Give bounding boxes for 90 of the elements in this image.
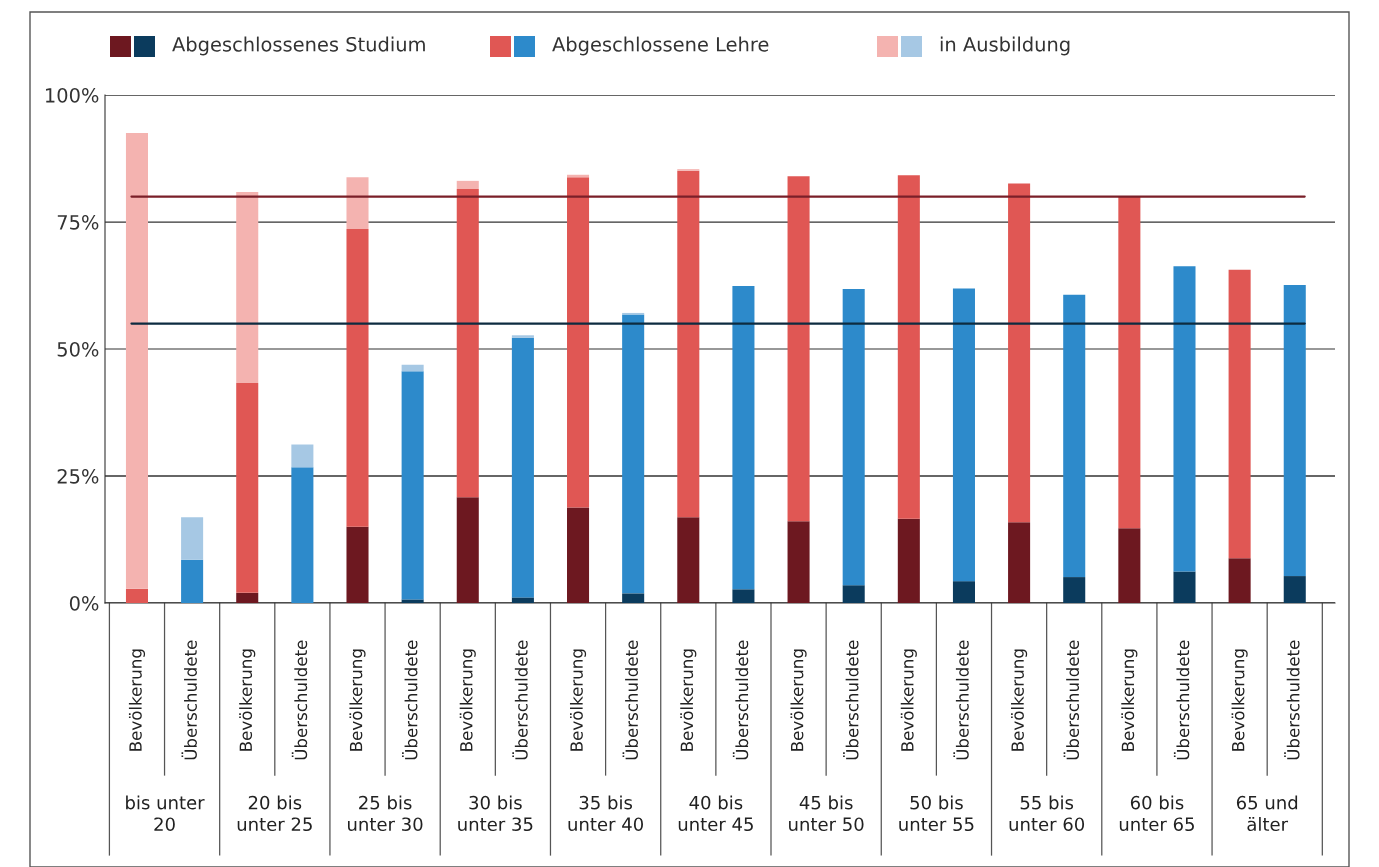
text: 50 bis unter 55 [899, 795, 974, 832]
bar [511, 335, 534, 338]
text: 30 bis unter 35 [458, 795, 533, 832]
bar [125, 588, 148, 603]
bar [236, 192, 259, 384]
bar [346, 229, 369, 527]
bar [346, 526, 369, 603]
x-tick-label: Bevölkerung [1121, 649, 1138, 751]
bar [567, 177, 590, 508]
x-tick-label: Bevölkerung [459, 649, 476, 751]
bar [456, 497, 479, 603]
x-tick-label: Überschuldete [953, 640, 969, 760]
y-tick-label: 0% [69, 595, 99, 611]
x-tick-label: Überschuldete [181, 640, 197, 760]
bar [125, 133, 148, 589]
bar [897, 518, 920, 603]
bar [952, 288, 975, 582]
bar [897, 175, 920, 519]
text: 55 bis unter 60 [1009, 795, 1085, 832]
bar [511, 337, 534, 598]
x-tick-label: Bevölkerung [349, 649, 366, 751]
bar [1283, 576, 1306, 603]
x-tick-label: Bevölkerung [790, 649, 807, 751]
bar [842, 585, 865, 603]
bar [181, 559, 204, 603]
bar [842, 289, 865, 586]
x-tick-label: Überschuldete [512, 640, 528, 760]
bar [622, 314, 645, 594]
bar [677, 170, 700, 518]
bar [1008, 522, 1031, 603]
legend-label: Abgeschlossenes Studium [172, 36, 425, 56]
bar [622, 593, 645, 603]
bar [181, 517, 204, 560]
bar [732, 286, 755, 590]
y-tick-label: 25% [57, 468, 99, 484]
text: 60 bis unter 65 [1119, 795, 1194, 832]
y-tick-label: 100% [45, 87, 99, 103]
text: 20 bis unter 25 [237, 795, 312, 832]
bar [456, 180, 479, 189]
bar [1283, 284, 1306, 577]
x-tick-label: Überschuldete [1284, 640, 1300, 760]
bar [401, 599, 424, 603]
legend-label: Abgeschlossene Lehre [552, 36, 769, 56]
text: 45 bis unter 50 [789, 795, 864, 832]
bar [511, 597, 534, 603]
x-tick-label: Bevölkerung [1231, 649, 1248, 751]
x-tick-label: Überschuldete [622, 640, 638, 760]
bar [236, 592, 259, 603]
x-tick-label: Überschuldete [732, 640, 749, 760]
bar [952, 581, 975, 603]
y-tick-label: 75% [57, 214, 99, 230]
text: 25 bis unter 30 [348, 795, 423, 832]
bar [1228, 269, 1251, 559]
bar [567, 507, 590, 603]
bar [456, 188, 479, 498]
bar [1063, 294, 1086, 578]
x-tick-label: Bevölkerung [680, 649, 697, 751]
x-tick-label: Überschuldete [291, 640, 308, 760]
bar [1173, 266, 1196, 572]
text: bis unter 20 [126, 795, 205, 832]
bar [401, 364, 424, 372]
text: 40 bis unter 45 [678, 795, 753, 832]
x-tick-label: Bevölkerung [569, 649, 587, 751]
bar [787, 176, 810, 522]
x-tick-label: Überschuldete [1173, 640, 1190, 760]
x-tick-label: Bevölkerung [1011, 649, 1028, 751]
legend-label: in Ausbildung [940, 36, 1070, 56]
x-tick-label: Bevölkerung [900, 649, 917, 751]
text: 65 und älter [1236, 795, 1298, 832]
bar [732, 589, 755, 603]
bar [1118, 196, 1141, 529]
x-tick-label: Überschuldete [1063, 640, 1080, 760]
x-tick-label: Bevölkerung [239, 649, 256, 751]
bar [291, 444, 314, 468]
x-tick-label: Überschuldete [843, 640, 859, 760]
x-tick-label: Überschuldete [402, 640, 418, 760]
bar [1173, 571, 1196, 603]
bar [1228, 558, 1251, 603]
y-tick-label: 50% [57, 341, 99, 357]
bar [236, 383, 259, 593]
bar [401, 371, 424, 600]
bar [346, 177, 369, 230]
bar [677, 517, 700, 603]
bar [787, 521, 810, 603]
bar [1008, 183, 1031, 523]
text: 35 bis unter 40 [568, 795, 644, 832]
bar [291, 467, 314, 603]
x-tick-label: Bevölkerung [128, 649, 146, 751]
bar [1063, 577, 1086, 603]
bar [1118, 528, 1141, 603]
